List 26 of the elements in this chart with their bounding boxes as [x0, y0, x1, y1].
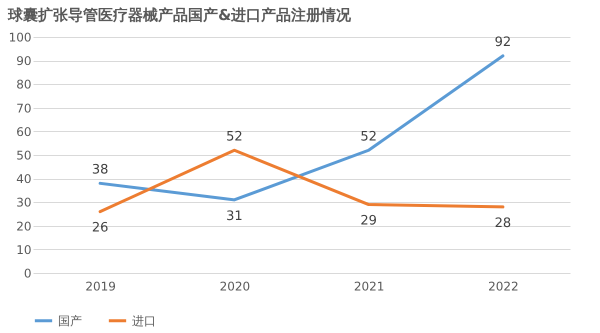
data-label: 38: [92, 162, 108, 178]
data-label: 31: [226, 208, 243, 224]
data-label: 92: [494, 34, 512, 50]
legend-label: 国产: [58, 314, 82, 328]
legend-label: 进口: [132, 314, 156, 328]
y-tick-label: 100: [8, 30, 32, 44]
data-label: 29: [360, 214, 377, 229]
x-tick-label: 2021: [354, 280, 384, 294]
y-tick-label: 0: [24, 266, 32, 280]
y-tick-label: 90: [16, 54, 32, 68]
y-tick-label: 20: [16, 219, 32, 234]
x-tick-label: 2020: [220, 280, 250, 294]
data-label: 52: [226, 129, 243, 144]
y-tick-label: 70: [16, 101, 32, 116]
data-label: 26: [92, 220, 108, 236]
y-tick-label: 40: [16, 172, 32, 186]
y-tick-label: 50: [16, 148, 32, 162]
y-tick-label: 10: [16, 242, 32, 257]
data-label: 28: [494, 216, 512, 231]
x-tick-label: 2022: [488, 280, 519, 294]
x-tick-label: 2019: [85, 280, 116, 294]
y-tick-label: 60: [16, 124, 32, 139]
y-tick-label: 30: [16, 196, 32, 210]
y-tick-label: 80: [16, 78, 32, 92]
chart-title: 球囊扩张导管医疗器械产品国产&进口产品注册情况: [7, 6, 352, 24]
data-label: 52: [360, 129, 377, 144]
